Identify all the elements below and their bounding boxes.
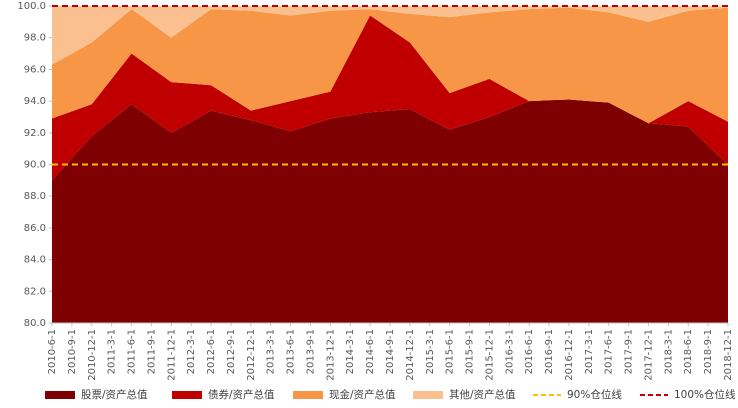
x-tick-label: 2016-12-1: [564, 329, 575, 381]
x-tick-label: 2012-6-1: [206, 329, 217, 374]
x-tick-label: 2018-6-1: [683, 329, 694, 374]
legend-label: 100%仓位线: [674, 388, 736, 401]
x-tick-label: 2010-12-1: [87, 329, 98, 381]
x-tick-label: 2010-9-1: [67, 329, 78, 374]
legend-swatch: [293, 391, 323, 399]
x-tick-label: 2015-3-1: [425, 329, 436, 374]
area: [52, 7, 728, 124]
x-tick-label: 2012-12-1: [246, 329, 257, 381]
legend-label: 90%仓位线: [567, 388, 622, 401]
x-tick-label: 2010-6-1: [47, 329, 58, 374]
x-tick-label: 2017-12-1: [643, 329, 654, 381]
x-tick-label: 2014-9-1: [385, 329, 396, 374]
x-tick-label: 2017-3-1: [584, 329, 595, 374]
x-tick-label: 2011-9-1: [146, 329, 157, 374]
x-tick-label: 2014-12-1: [405, 329, 416, 381]
x-tick-label: 2016-6-1: [524, 329, 535, 374]
x-tick-label: 2013-6-1: [286, 329, 297, 374]
x-tick-label: 2014-3-1: [345, 329, 356, 374]
area: [52, 6, 728, 65]
legend-swatch: [172, 391, 202, 399]
x-tick-label: 2014-6-1: [365, 329, 376, 374]
x-tick-label: 2013-9-1: [305, 329, 316, 374]
y-tick-label: 96.0: [24, 64, 46, 75]
y-tick-label: 94.0: [24, 96, 46, 107]
x-tick-label: 2015-12-1: [484, 329, 495, 381]
x-tick-label: 2018-9-1: [703, 329, 714, 374]
x-tick-label: 2013-3-1: [266, 329, 277, 374]
x-tick-label: 2011-12-1: [166, 329, 177, 381]
legend-label: 债券/资产总值: [208, 388, 275, 401]
x-tick-label: 2016-3-1: [504, 329, 515, 374]
y-tick-label: 90.0: [24, 160, 46, 171]
x-tick-label: 2018-3-1: [663, 329, 674, 374]
x-tick-label: 2011-3-1: [107, 329, 118, 374]
area: [52, 99, 728, 323]
x-tick-label: 2012-3-1: [186, 329, 197, 374]
y-tick-label: 88.0: [24, 191, 46, 202]
x-tick-label: 2015-6-1: [445, 329, 456, 374]
x-tick-label: 2012-9-1: [226, 329, 237, 374]
legend-swatch: [413, 391, 443, 399]
x-tick-label: 2017-9-1: [624, 329, 635, 374]
x-tick-label: 2011-6-1: [127, 329, 138, 374]
legend-label: 现金/资产总值: [329, 388, 396, 401]
x-tick-label: 2013-12-1: [325, 329, 336, 381]
x-tick-label: 2017-6-1: [604, 329, 615, 374]
x-tick-label: 2016-9-1: [544, 329, 555, 374]
y-tick-label: 86.0: [24, 223, 46, 234]
legend-label: 股票/资产总值: [81, 388, 148, 401]
area: [52, 15, 728, 181]
x-tick-label: 2018-12-1: [723, 329, 734, 381]
y-tick-label: 92.0: [24, 128, 46, 139]
y-tick-label: 82.0: [24, 286, 46, 297]
legend-swatch: [45, 391, 75, 399]
y-tick-label: 80.0: [24, 318, 46, 329]
x-tick-label: 2015-9-1: [465, 329, 476, 374]
legend-label: 其他/资产总值: [449, 388, 516, 401]
y-tick-label: 100.0: [17, 1, 46, 12]
y-tick-label: 98.0: [24, 33, 46, 44]
y-tick-label: 84.0: [24, 255, 46, 266]
